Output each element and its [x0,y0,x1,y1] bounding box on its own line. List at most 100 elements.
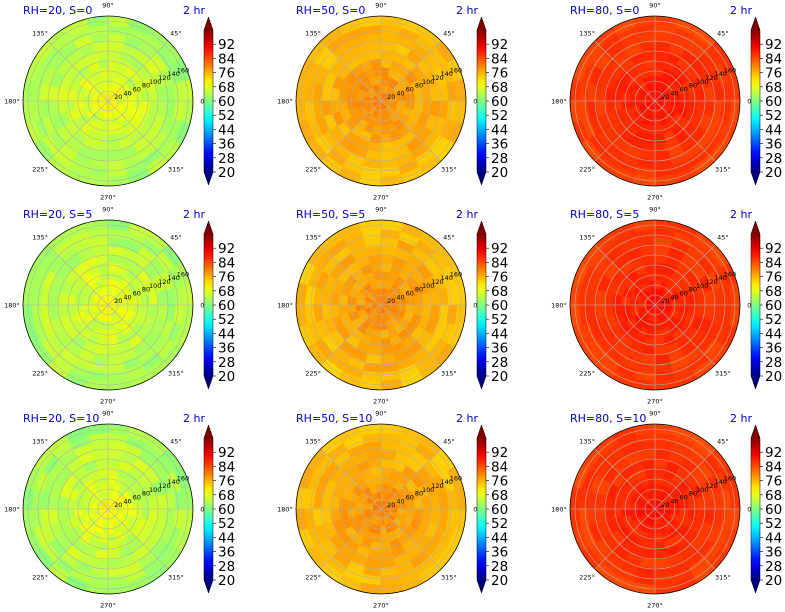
colorbar-tick-label: 52 [218,108,235,124]
colorbar-tick-label: 28 [765,151,782,167]
panel-time-label: 2 hr [456,4,478,17]
heat-cell [369,133,382,144]
colorbar-tick-label: 44 [765,122,782,138]
grid-spoke [107,448,169,510]
colorbar-tick-label: 52 [491,108,508,124]
radial-tick-label: 160 [724,66,736,74]
radial-tick-label: 80 [142,286,150,294]
panel-time-label: 2 hr [183,412,205,425]
heat-cell [643,541,656,552]
colorbar-tick-label: 28 [218,355,235,371]
colorbar-tick-label: 52 [765,516,782,532]
radial-tick-label: 40 [670,89,678,97]
heat-cell [107,262,120,273]
radial-tick-label: 120 [705,482,717,490]
radial-tick-label: 80 [689,286,697,294]
heat-cell [654,58,667,69]
radial-tick-label: 20 [114,501,122,509]
radial-tick-label: 140 [167,70,179,78]
angle-tick-label: 135° [579,234,595,242]
radial-tick-label: 20 [661,501,669,509]
angle-tick-label: 90° [375,2,387,10]
colorbar-min-arrow [204,376,213,389]
colorbar-tick-label: 92 [491,37,508,53]
colorbar-tick-label: 68 [765,284,782,300]
panel-time-label: 2 hr [730,412,752,425]
colorbar-tick-label: 20 [218,165,235,181]
polar-panel: 204060801001201401600°45°90°135°180°225°… [4,2,235,202]
colorbar-max-arrow [204,425,213,438]
radial-tick-label: 160 [724,270,736,278]
angle-tick-label: 90° [102,206,114,214]
colorbar-tick-label: 20 [491,573,508,589]
angle-tick-label: 270° [647,194,663,202]
colorbar-tick-label: 92 [491,241,508,257]
grid-spoke [320,448,382,510]
panel-time-label: 2 hr [730,4,752,17]
angle-tick-label: 135° [32,30,48,38]
angle-tick-label: 135° [305,234,321,242]
panel-title: RH=50, S=0 [296,4,365,17]
radial-tick-label: 160 [177,270,189,278]
colorbar-tick-label: 20 [491,165,508,181]
angle-tick-label: 90° [102,2,114,10]
colorbar-tick-label: 44 [491,530,508,546]
heat-cell [338,293,349,306]
colorbar-max-arrow [477,17,486,30]
grid-spoke [594,244,656,306]
panel-title: RH=80, S=10 [570,412,646,425]
colorbar-tick-label: 44 [218,122,235,138]
colorbar-tick-label: 60 [765,298,782,314]
colorbar-tick-label: 68 [491,284,508,300]
colorbar-bar [204,234,213,376]
angle-tick-label: 315° [441,165,457,173]
colorbar-bar [204,30,213,172]
colorbar-tick-label: 20 [765,573,782,589]
polar-outline [295,423,467,595]
grid-spoke [320,244,382,306]
panel-title: RH=50, S=5 [296,208,365,221]
colorbar-min-arrow [477,580,486,593]
colorbar-tick-label: 60 [491,298,508,314]
heat-cell [96,133,109,144]
colorbar-tick-label: 92 [491,445,508,461]
heat-cell [687,508,698,521]
angle-tick-label: 180° [551,506,567,514]
colorbar-bar [751,234,760,376]
radial-tick-label: 120 [705,74,717,82]
colorbar-tick-label: 52 [491,312,508,328]
colorbar-tick-label: 20 [491,369,508,385]
angle-tick-label: 135° [32,234,48,242]
colorbar-tick-label: 28 [491,559,508,575]
radial-tick-label: 80 [415,490,423,498]
heat-cell [643,337,656,348]
polar-panel: 204060801001201401600°45°90°135°180°225°… [4,206,235,406]
heat-cell [612,89,623,102]
colorbar-tick-label: 84 [218,459,235,475]
angle-tick-label: 90° [649,410,661,418]
colorbar-tick-label: 28 [218,151,235,167]
heat-cell [338,89,349,102]
heat-cell [65,293,76,306]
colorbar-tick-label: 36 [765,137,782,153]
grid-spoke [107,40,169,102]
colorbar-tick-label: 28 [765,355,782,371]
radial-tick-label: 120 [158,482,170,490]
radial-tick-label: 160 [450,474,462,482]
heat-cell [140,508,151,521]
radial-tick-label: 40 [396,89,404,97]
colorbar-tick-label: 20 [218,369,235,385]
colorbar-tick-label: 28 [765,559,782,575]
radial-tick-label: 100 [422,78,434,86]
angle-tick-label: 225° [579,369,595,377]
grid-spoke [320,100,382,162]
radial-tick-label: 40 [123,89,131,97]
radial-tick-label: 40 [670,293,678,301]
grid-spoke [320,304,382,366]
radial-tick-label: 60 [406,86,414,94]
angle-tick-label: 315° [168,369,184,377]
panel-title: RH=20, S=10 [23,412,99,425]
radial-tick-label: 40 [396,293,404,301]
